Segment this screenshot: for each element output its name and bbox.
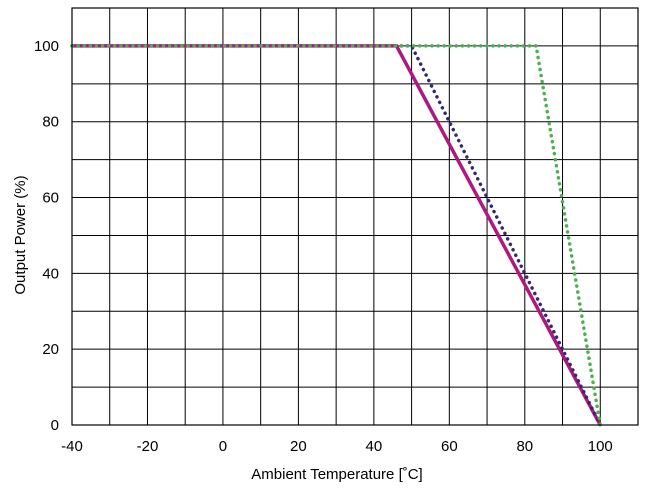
y-tick-label: 100 bbox=[34, 38, 59, 55]
series-line-2 bbox=[70, 44, 603, 427]
x-tick-label: 60 bbox=[441, 438, 458, 455]
grid bbox=[71, 7, 639, 426]
x-tick-label: 40 bbox=[366, 438, 383, 455]
series-group bbox=[70, 44, 603, 427]
x-tick-label: 100 bbox=[588, 438, 613, 455]
x-tick-label: 80 bbox=[516, 438, 533, 455]
series-line-3 bbox=[70, 44, 603, 427]
tick-labels: -40 -20 0 20 40 60 80 100 0 20 40 60 80 100 bbox=[34, 38, 613, 455]
x-axis-label: Ambient Temperature [˚C] bbox=[251, 466, 422, 483]
plot-frame bbox=[71, 7, 639, 426]
y-tick-label: 60 bbox=[42, 190, 59, 207]
plot-border bbox=[71, 7, 639, 426]
x-tick-label: 0 bbox=[219, 438, 227, 455]
x-tick-label: -40 bbox=[61, 438, 83, 455]
x-tick-label: 20 bbox=[290, 438, 307, 455]
y-tick-label: 0 bbox=[51, 417, 59, 434]
y-tick-label: 40 bbox=[42, 265, 59, 282]
y-tick-label: 20 bbox=[42, 341, 59, 358]
y-axis-label: Output Power (%) bbox=[12, 175, 29, 294]
y-tick-label: 80 bbox=[42, 114, 59, 131]
x-tick-label: -20 bbox=[137, 438, 159, 455]
